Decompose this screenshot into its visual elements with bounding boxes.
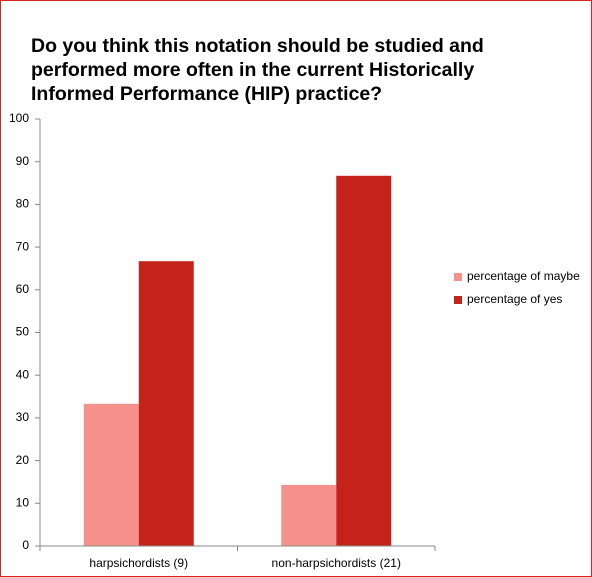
- y-tick-label: 100: [9, 111, 29, 125]
- y-tick-label: 10: [16, 495, 30, 509]
- y-tick-label: 40: [16, 367, 30, 381]
- legend-swatch: [454, 273, 462, 281]
- chart-title: Do you think this notation should be stu…: [31, 35, 484, 105]
- x-tick-label: harpsichordists (9): [89, 556, 188, 570]
- y-tick-label: 0: [22, 538, 29, 552]
- y-tick-label: 80: [16, 197, 30, 211]
- bar: [83, 403, 139, 546]
- bar: [138, 261, 194, 546]
- legend-label: percentage of yes: [467, 292, 562, 306]
- y-tick-label: 30: [16, 410, 30, 424]
- legend-label: percentage of maybe: [467, 269, 580, 283]
- y-tick-label: 90: [16, 154, 30, 168]
- y-tick-label: 60: [16, 282, 30, 296]
- bar: [336, 175, 392, 546]
- y-tick-label: 20: [16, 453, 30, 467]
- legend-swatch: [454, 296, 462, 304]
- y-tick-label: 50: [16, 325, 30, 339]
- x-tick-label: non-harpsichordists (21): [272, 556, 401, 570]
- bar: [281, 484, 337, 546]
- y-tick-label: 70: [16, 239, 30, 253]
